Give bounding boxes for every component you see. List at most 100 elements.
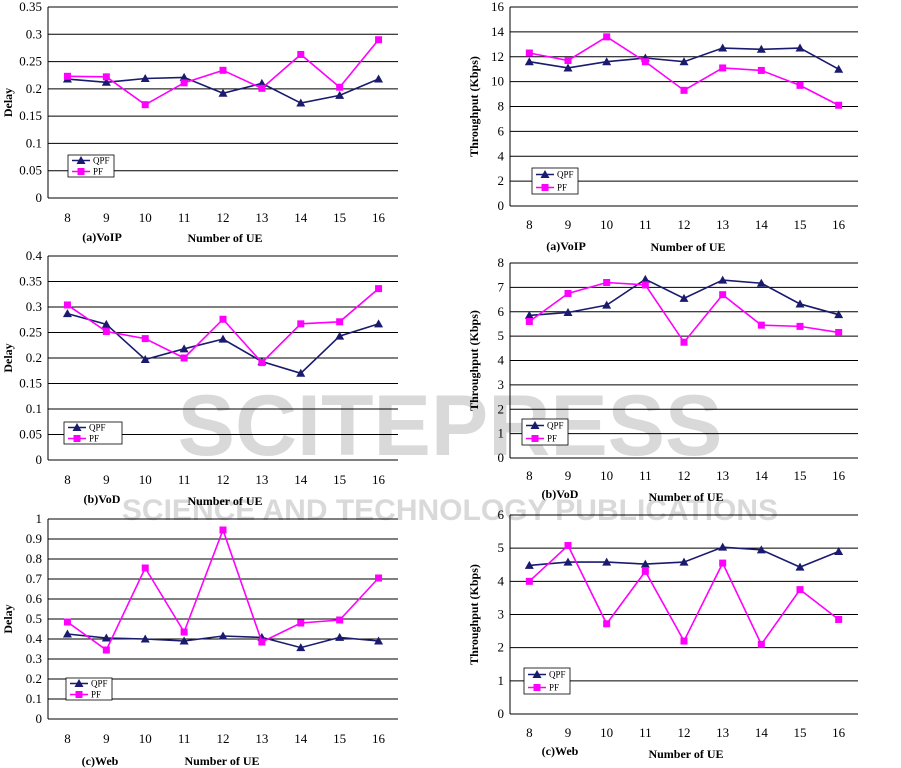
y-tick-label: 0.7 [26, 571, 43, 586]
data-point-pf [219, 66, 227, 74]
data-point-qpf [679, 293, 689, 302]
data-point-qpf [640, 274, 650, 283]
chart-web-delay: 0 0.1 0.2 0.3 0.4 0.5 0.6 0.7 0.8 0.9 1 8 9 10 11 12 13 1… [1, 511, 398, 768]
data-point-qpf [795, 562, 805, 571]
series-line-pf [529, 35, 840, 106]
x-tick-label: 11 [639, 217, 652, 232]
legend-label-pf: PF [547, 434, 557, 444]
y-tick-label: 0 [36, 711, 43, 726]
x-tick-label: 10 [600, 468, 613, 483]
data-point-pf [796, 586, 804, 594]
x-tick-label: 13 [255, 472, 268, 487]
y-tick-label: 0 [498, 450, 505, 465]
y-tick-label: 5 [498, 328, 505, 343]
data-point-qpf [101, 319, 111, 328]
data-point-pf [375, 36, 383, 44]
y-tick-label: 0 [498, 706, 505, 721]
data-point-pf [680, 86, 688, 94]
series-line-pf [528, 281, 839, 344]
x-tick-label: 10 [139, 210, 152, 225]
x-axis-label: Number of UE [650, 240, 725, 254]
data-point-pf [835, 101, 843, 109]
y-tick-label: 2 [498, 401, 505, 416]
legend-marker-qpf [532, 670, 542, 678]
x-tick-label: 8 [64, 472, 71, 487]
legend-marker-pf [541, 184, 549, 191]
x-tick-label: 9 [565, 217, 572, 232]
legend-marker-pf [533, 684, 541, 691]
data-point-pf [258, 359, 266, 367]
x-tick-label: 14 [755, 468, 769, 483]
x-tick-label: 9 [103, 210, 110, 225]
x-tick-label: 11 [639, 468, 652, 483]
x-tick-label: 12 [217, 472, 230, 487]
x-tick-label: 13 [255, 731, 268, 746]
data-point-pf [63, 618, 71, 626]
y-axis-label: Delay [1, 343, 15, 372]
data-point-pf [180, 354, 188, 362]
data-point-qpf [62, 309, 72, 318]
data-point-pf [336, 318, 344, 326]
y-axis-label: Throughput (Kbps) [467, 564, 481, 665]
x-tick-label: 16 [832, 468, 846, 483]
data-point-qpf [602, 557, 612, 566]
y-tick-label: 2 [498, 640, 505, 655]
data-point-pf [719, 559, 727, 567]
data-point-qpf [218, 334, 228, 343]
legend-label-pf: PF [91, 690, 101, 700]
y-tick-label: 6 [498, 304, 505, 319]
x-tick-label: 9 [103, 731, 110, 746]
data-point-pf [219, 315, 227, 323]
data-point-qpf [524, 57, 534, 66]
data-point-qpf [834, 64, 844, 73]
chart-caption: (c)Web [542, 744, 579, 758]
legend-marker-qpf [72, 423, 82, 431]
y-tick-label: 0.3 [26, 651, 42, 666]
data-point-qpf [602, 57, 612, 66]
data-point-pf [525, 318, 533, 325]
legend-label-pf: PF [549, 683, 559, 693]
data-point-pf [719, 291, 727, 299]
data-point-qpf [524, 310, 534, 319]
y-tick-label: 0.3 [26, 299, 42, 314]
x-axis-label: Number of UE [648, 490, 723, 504]
y-tick-label: 0 [498, 198, 505, 213]
y-tick-label: 0.8 [26, 551, 42, 566]
data-point-pf [641, 567, 649, 575]
x-tick-label: 15 [333, 731, 346, 746]
x-axis-label: Number of UE [187, 494, 262, 508]
data-point-qpf [718, 275, 728, 284]
data-point-pf [141, 101, 149, 109]
data-point-qpf [179, 72, 189, 81]
y-tick-label: 0.25 [19, 54, 42, 69]
x-tick-label: 11 [178, 472, 191, 487]
y-tick-label: 3 [498, 377, 505, 392]
y-tick-label: 0.05 [19, 163, 42, 178]
data-point-pf [641, 58, 649, 66]
data-point-qpf [795, 43, 805, 52]
data-point-qpf [563, 307, 573, 316]
chart-caption: (a)VoIP [546, 239, 586, 253]
data-point-pf [375, 574, 383, 582]
data-point-pf [757, 640, 765, 648]
data-point-qpf [756, 545, 766, 554]
data-point-qpf [140, 73, 150, 82]
x-tick-label: 9 [103, 472, 110, 487]
data-point-pf [719, 64, 727, 72]
y-tick-label: 0.35 [19, 0, 42, 14]
data-point-qpf [101, 77, 111, 86]
data-point-pf [102, 646, 110, 654]
y-tick-label: 0.2 [26, 81, 42, 96]
y-tick-label: 1 [498, 673, 505, 688]
data-point-pf [219, 526, 227, 534]
data-point-qpf [563, 557, 573, 566]
x-tick-label: 14 [294, 731, 308, 746]
legend-label-qpf: QPF [93, 156, 110, 166]
x-tick-label: 11 [639, 725, 652, 740]
data-point-pf [796, 322, 804, 330]
y-tick-label: 0.4 [26, 248, 43, 263]
data-point-qpf [179, 344, 189, 353]
legend-label-qpf: QPF [557, 170, 574, 180]
